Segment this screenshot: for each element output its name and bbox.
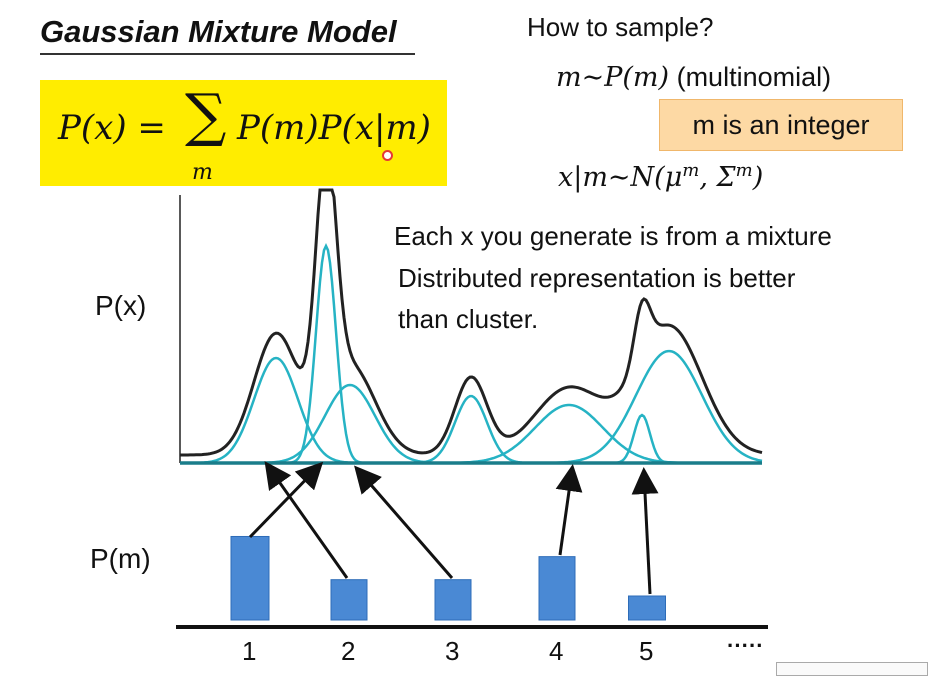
sum-subscript: m <box>192 160 213 185</box>
pm-bar-1 <box>230 535 270 621</box>
pm-bar-4 <box>538 556 576 621</box>
sample-arrow-3 <box>354 465 454 579</box>
sample-arrow-4 <box>555 464 583 556</box>
sample-arrow-5 <box>631 467 659 595</box>
sampling-heading: How to sample? <box>527 12 714 42</box>
gaussian-component-1 <box>180 356 762 465</box>
step1-math: m∼P(m) <box>556 62 670 93</box>
formula-highlight: P(x) = ∑ m P(m)P(x|m) <box>40 80 447 186</box>
sum-symbol: ∑ <box>185 81 227 149</box>
step1-note: (multinomial) <box>676 62 832 92</box>
pm-bar-3 <box>434 579 472 621</box>
corner-watermark <box>776 662 928 676</box>
formula-lhs: P(x) = <box>58 108 166 148</box>
pm-tick-label-1: 1 <box>242 636 257 666</box>
sampling-step-2: x|m∼N(μm, Σm) <box>558 160 763 193</box>
integer-note-box: m is an integer <box>659 99 903 151</box>
sampling-step-1: m∼P(m) (multinomial) <box>556 62 831 93</box>
sampling-arrows <box>248 461 659 595</box>
note-mixture: Each x you generate is from a mixture <box>394 221 832 251</box>
pointer-cursor-icon <box>382 150 393 161</box>
note-distributed-1: Distributed representation is better <box>398 263 796 293</box>
pm-tick-label-2: 2 <box>341 636 356 666</box>
note-distributed-2: than cluster. <box>398 304 539 334</box>
pm-tick-label-5: 5 <box>639 636 654 666</box>
gaussian-component-4 <box>180 394 762 465</box>
mixture-curve <box>180 188 763 457</box>
pm-tick-label-4: 4 <box>549 636 564 666</box>
pm-bar-chart <box>176 535 768 629</box>
gaussian-component-5 <box>180 403 762 465</box>
pm-tick-label-3: 3 <box>445 636 460 666</box>
integer-note: m is an integer <box>692 109 870 140</box>
px-plot <box>179 188 763 465</box>
gaussian-component-6 <box>180 413 762 465</box>
pm-bar-5 <box>628 595 666 621</box>
pm-axis-label: P(m) <box>90 543 151 574</box>
step2-math: x|m∼N(μm, Σm) <box>558 160 764 193</box>
sample-arrow-1 <box>248 461 324 539</box>
sample-arrow-2 <box>264 461 349 579</box>
slide-title: Gaussian Mixture Model <box>40 14 415 55</box>
gaussian-component-2 <box>180 243 762 465</box>
px-axis-label: P(x) <box>95 290 147 321</box>
pm-bar-2 <box>330 579 368 621</box>
more-components-ellipsis: ····· <box>727 633 764 658</box>
formula-rhs: P(m)P(x|m) <box>237 108 431 148</box>
